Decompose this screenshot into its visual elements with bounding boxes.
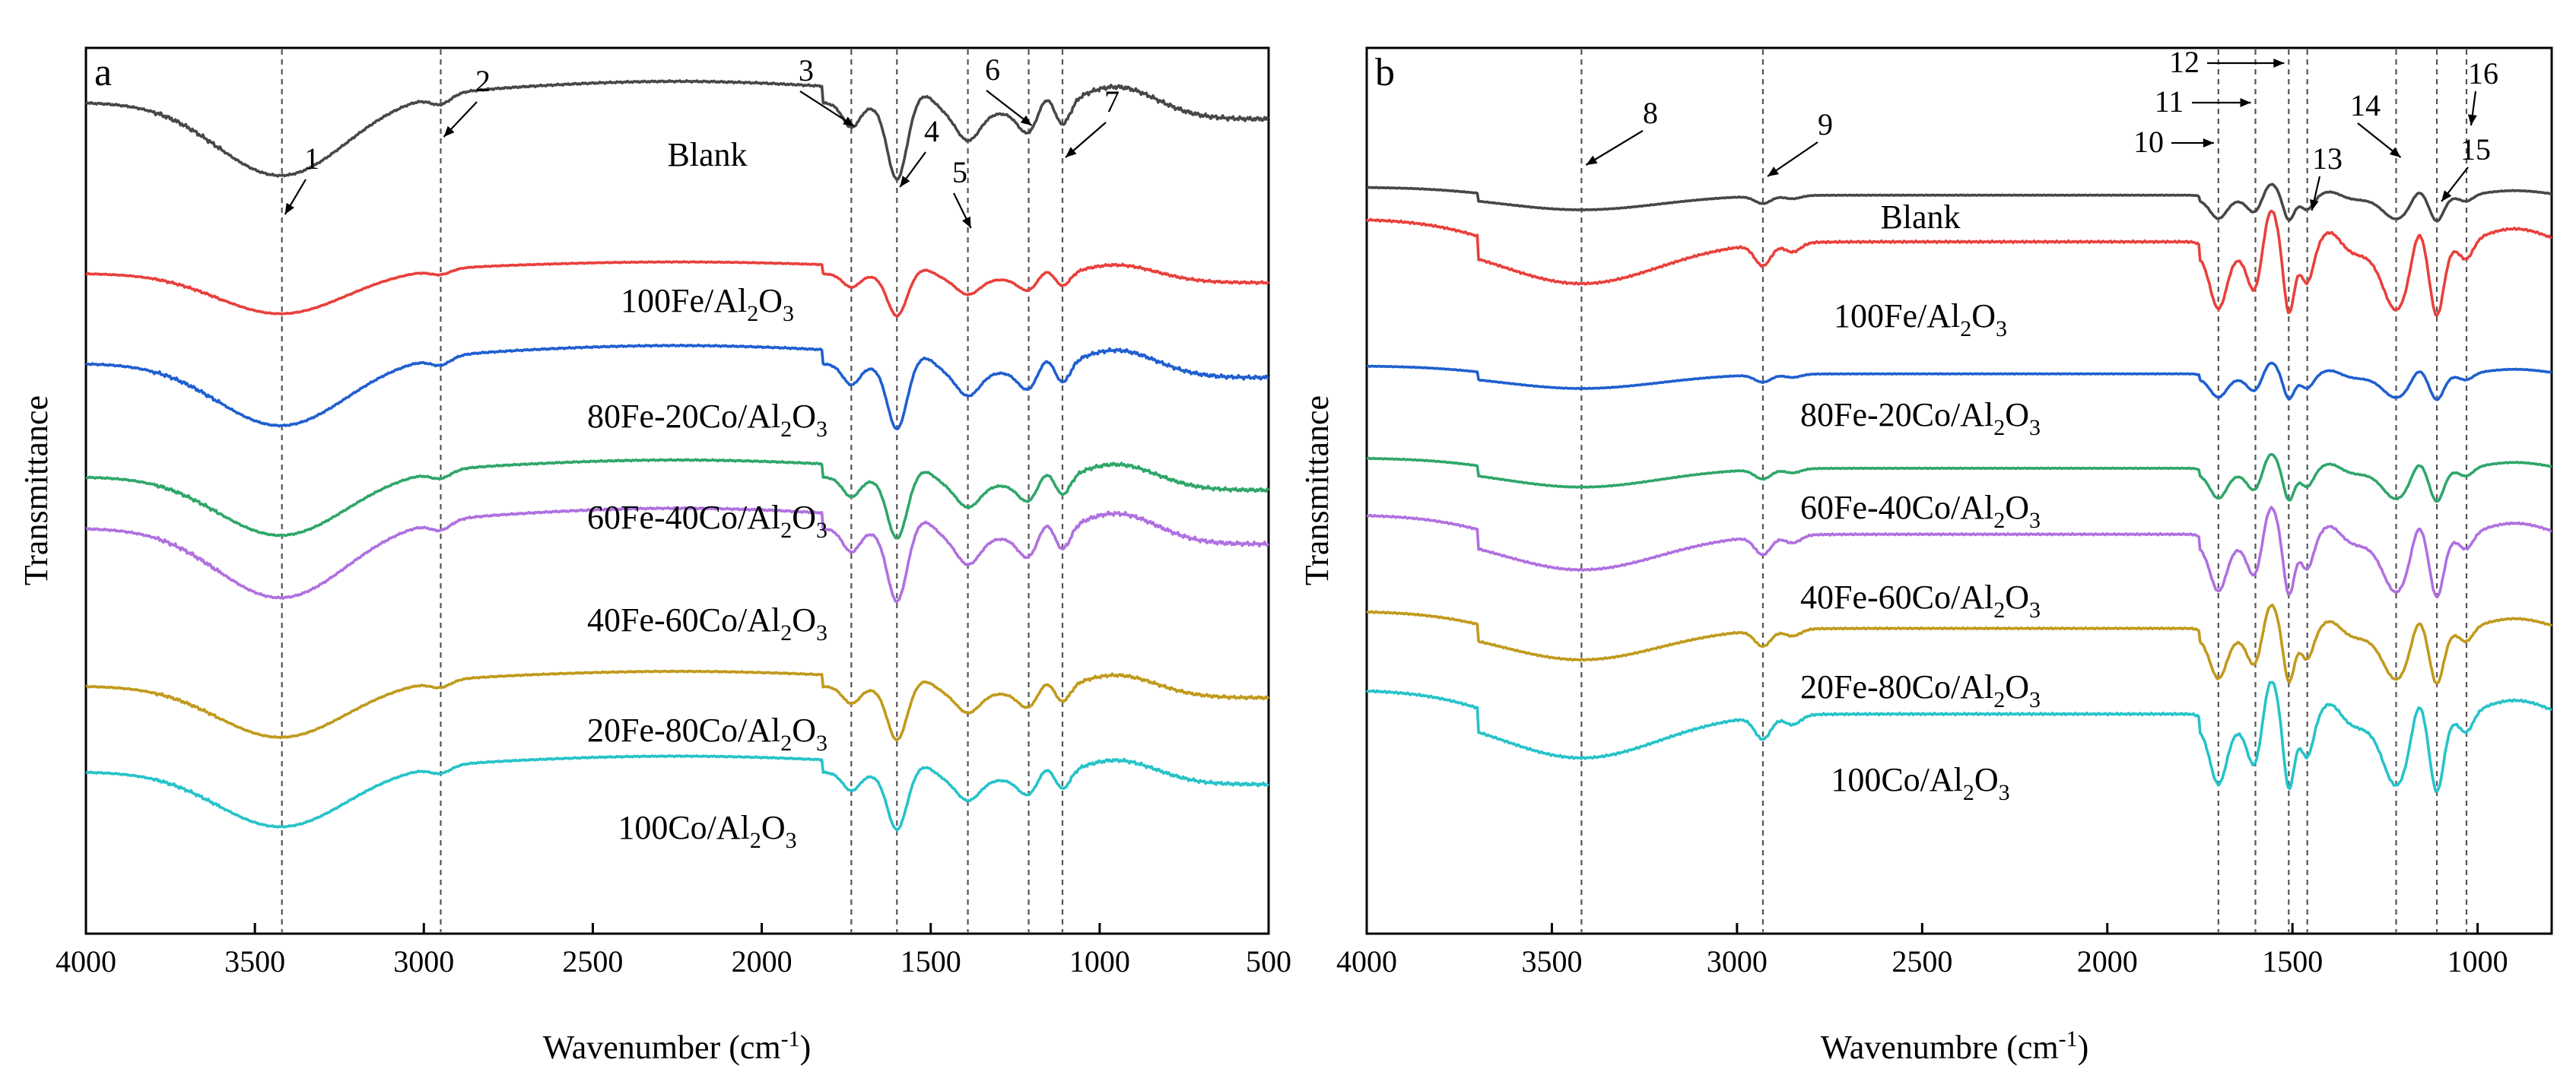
series-label: 40Fe-60Co/Al2O3 [1800,579,2041,623]
x-tick-label: 1500 [2262,944,2323,979]
peak-arrow-8 [1585,130,1644,166]
series-label: 20Fe-80Co/Al2O3 [1800,668,2041,712]
panel-a-spectra [84,79,1270,832]
panel-a-label: a [94,51,112,94]
peak-label-3: 3 [799,53,814,87]
peak-label-16: 16 [2468,56,2498,90]
panel-b-spectra [1365,182,2553,793]
panel-a-frame [84,46,1270,935]
panel-a-x-axis: 4000 3500 3000 2500 2000 1500 1000 500 [56,923,1291,979]
x-tick-label: 2000 [732,944,792,979]
series-line-40fe-60co-al [85,506,1269,604]
peak-arrowhead-2 [443,125,455,137]
series-line-blank [1366,182,2552,222]
series-line-80fe-20co-al [84,343,1270,430]
series-label: Blank [1880,198,1960,236]
series-line-60fe-40co-al [85,458,1270,540]
peak-arrowhead-6 [1020,115,1032,125]
x-tick-label: 1000 [2447,944,2508,979]
panel-a-y-axis-label: Transmittance [17,395,55,585]
peak-label-2: 2 [475,64,491,98]
peak-arrowhead-3 [843,116,855,126]
x-tick-label: 3500 [224,944,285,979]
series-label: Blank [667,136,747,173]
peak-arrowhead-14 [2389,147,2401,157]
panel-b-frame [1365,46,2553,935]
series-label: 60Fe-40Co/Al2O3 [1800,489,2041,533]
series-label: 100Co/Al2O3 [618,809,796,853]
series-label: 100Fe/Al2O3 [1834,297,2007,341]
peak-arrowhead-15 [2441,190,2452,201]
peak-arrowhead-16 [2467,114,2477,125]
x-tick-label: 1000 [1069,944,1130,979]
peak-arrowhead-7 [1065,147,1077,157]
x-tick-label: 2500 [1892,944,1952,979]
peak-label-12: 12 [2169,45,2200,79]
series-label: 80Fe-20Co/Al2O3 [587,398,827,442]
peak-label-13: 13 [2312,141,2343,176]
series-line-100fe-al [1365,209,2552,317]
peak-arrowhead-8 [1586,155,1598,165]
peak-label-10: 10 [2133,125,2164,159]
peak-label-11: 11 [2155,84,2184,119]
x-tick-label: 3000 [393,944,454,979]
panel-b: b 4000 3500 3000 2500 2000 1500 1000 8 9 10 11 12 1… [1298,45,2553,1066]
x-tick-label: 2000 [2077,944,2138,979]
series-line-80fe-20co-al [1366,361,2552,401]
series-label: 100Co/Al2O3 [1831,761,2009,805]
x-tick-label: 500 [1246,944,1291,979]
series-label: 60Fe-40Co/Al2O3 [587,499,827,543]
panel-b-x-axis-label: Wavenumbre (cm-1) [1821,1026,2089,1066]
panel-a-x-axis-label: Wavenumber (cm-1) [543,1026,812,1066]
peak-label-9: 9 [1818,107,1833,141]
series-line-100co-al [1365,680,2552,793]
peak-arrowhead-11 [2240,98,2251,107]
peak-arrow-3 [799,90,855,127]
peak-arrowhead-4 [900,176,910,187]
panel-a: a 4000 3500 3000 2500 2000 1500 1000 500 1 2 3 45 6… [17,46,1291,1066]
peak-label-5: 5 [952,155,967,189]
x-tick-label: 1500 [900,944,961,979]
series-line-60fe-40co-al [1366,453,2552,503]
panel-a-reference-lines [281,49,1064,932]
series-label: 100Fe/Al2O3 [621,282,794,326]
series-label: 20Fe-80Co/Al2O3 [587,712,827,756]
series-label: 40Fe-60Co/Al2O3 [587,601,827,646]
series-label: 80Fe-20Co/Al2O3 [1800,396,2041,440]
peak-label-14: 14 [2350,88,2381,122]
peak-arrowhead-10 [2203,138,2214,147]
series-line-100co-al [85,753,1269,832]
panel-b-series-labels: Blank 100Fe/Al2O3 80Fe-20Co/Al2O3 60Fe-40Co… [1800,198,2041,805]
panel-a-series-labels: Blank 100Fe/Al2O3 80Fe-20Co/Al2O3 60Fe-40Co… [587,136,827,853]
x-tick-label: 3500 [1521,944,1582,979]
peak-label-15: 15 [2460,132,2491,167]
peak-arrowhead-9 [1767,167,1779,176]
series-line-20fe-80co-al [85,669,1270,742]
peak-label-8: 8 [1643,96,1658,130]
peak-label-6: 6 [985,52,1000,87]
peak-arrowhead-5 [962,216,971,228]
peak-arrowhead-12 [2273,59,2285,68]
x-tick-label: 4000 [1336,944,1397,979]
series-line-blank [85,79,1270,182]
panel-b-y-axis-label: Transmittance [1298,395,1336,585]
peak-arrowhead-13 [2309,199,2319,211]
x-tick-label: 2500 [562,944,623,979]
panel-a-peak-annotations: 1 2 3 45 6 7 [284,52,1120,229]
peak-label-4: 4 [924,114,939,148]
peak-label-7: 7 [1104,84,1120,119]
peak-arrowhead-1 [284,202,294,214]
panel-b-x-axis: 4000 3500 3000 2500 2000 1500 1000 [1336,923,2508,979]
series-line-100fe-al [85,260,1270,318]
series-line-40fe-60co-al [1366,506,2552,599]
series-line-20fe-80co-al [1366,603,2553,685]
peak-label-1: 1 [304,141,319,176]
x-tick-label: 3000 [1707,944,1768,979]
panel-b-label: b [1375,51,1395,94]
x-tick-label: 4000 [56,944,116,979]
